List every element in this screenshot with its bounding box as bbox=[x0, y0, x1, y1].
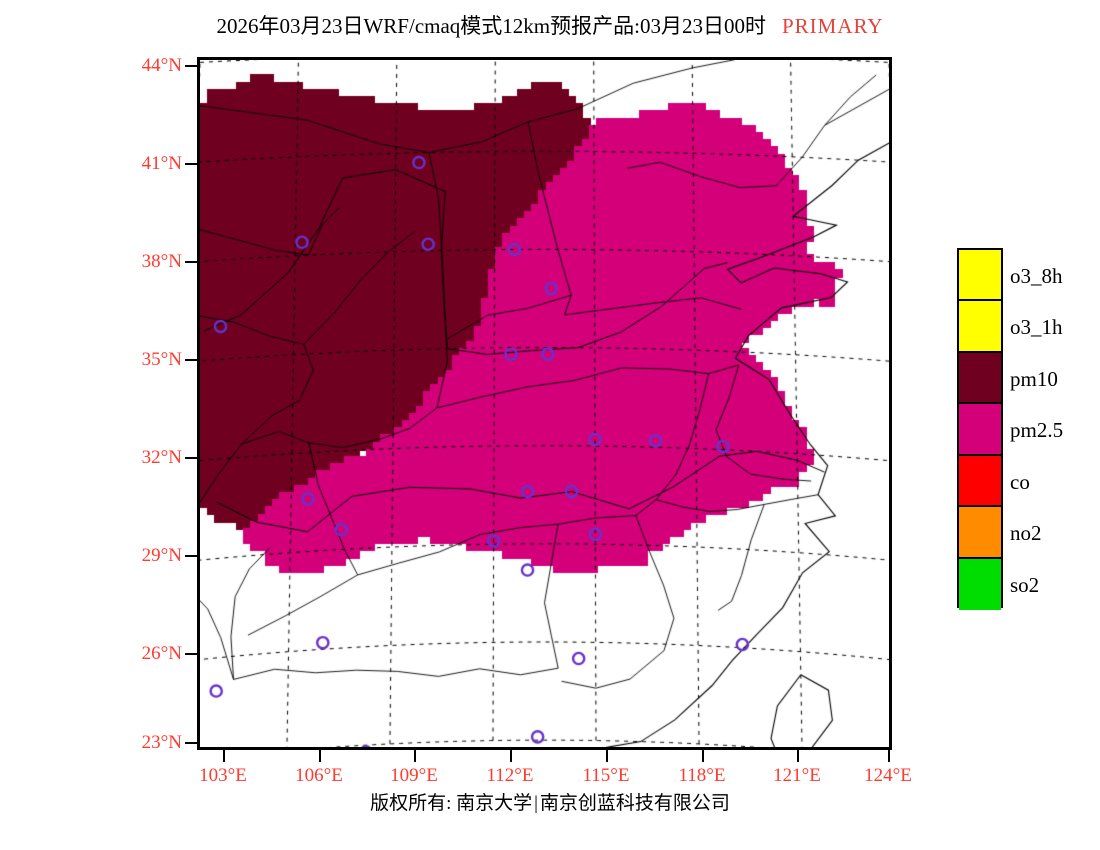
footer-right-text: 南京创蓝科技有限公司 bbox=[539, 793, 730, 814]
y-axis-label-38n: 38°N bbox=[141, 251, 182, 272]
x-axis-label-121e: 121°E bbox=[773, 765, 821, 786]
y-tick-mark bbox=[185, 163, 197, 165]
y-axis-label-35n: 35°N bbox=[141, 349, 182, 370]
y-axis-label-29n: 29°N bbox=[141, 545, 182, 566]
x-tick-mark bbox=[888, 750, 890, 762]
y-tick-mark bbox=[185, 742, 197, 744]
y-tick-mark bbox=[185, 457, 197, 459]
title-primary-tag: PRIMARY bbox=[781, 14, 884, 38]
legend-label-co: co bbox=[1010, 470, 1030, 494]
footer-left-text: 版权所有: 南京大学 bbox=[370, 793, 533, 814]
y-axis-label-32n: 32°N bbox=[141, 447, 182, 468]
x-axis-label-109e: 109°E bbox=[390, 765, 438, 786]
legend-swatch-o3-8h[interactable] bbox=[959, 250, 1001, 302]
legend-swatch-co[interactable] bbox=[959, 455, 1001, 508]
y-tick-mark bbox=[185, 65, 197, 67]
page-title: 2026年03月23日WRF/cmaq模式12km预报产品:03月23日00时 P… bbox=[0, 10, 1100, 40]
legend-label-o3-8h: o3_8h bbox=[1010, 264, 1063, 288]
y-tick-mark bbox=[185, 653, 197, 655]
x-axis-label-115e: 115°E bbox=[582, 765, 630, 786]
map-plot-area[interactable] bbox=[197, 57, 892, 750]
legend-swatch-pm10[interactable] bbox=[959, 352, 1001, 405]
x-tick-mark bbox=[223, 750, 225, 762]
legend-color-bar[interactable] bbox=[957, 248, 1003, 610]
y-tick-mark bbox=[185, 359, 197, 361]
x-tick-mark bbox=[414, 750, 416, 762]
legend-label-pm25: pm2.5 bbox=[1010, 418, 1064, 442]
legend-label-o3-1h: o3_1h bbox=[1010, 315, 1063, 339]
legend-label-no2: no2 bbox=[1010, 521, 1042, 545]
legend-swatch-so2[interactable] bbox=[959, 558, 1001, 610]
x-axis-label-103e: 103°E bbox=[199, 765, 247, 786]
x-tick-mark bbox=[510, 750, 512, 762]
legend-swatch-o3-1h[interactable] bbox=[959, 301, 1001, 353]
x-tick-mark bbox=[702, 750, 704, 762]
map-raster-canvas[interactable] bbox=[200, 60, 889, 747]
legend-swatch-pm25[interactable] bbox=[959, 404, 1001, 456]
y-axis-label-26n: 26°N bbox=[141, 643, 182, 664]
x-tick-mark bbox=[319, 750, 321, 762]
y-tick-mark bbox=[185, 261, 197, 263]
legend-swatch-no2[interactable] bbox=[959, 507, 1001, 559]
x-axis-label-112e: 112°E bbox=[486, 765, 534, 786]
x-axis-label-118e: 118°E bbox=[678, 765, 726, 786]
y-tick-mark bbox=[185, 555, 197, 557]
x-axis-label-106e: 106°E bbox=[295, 765, 343, 786]
y-axis-label-41n: 41°N bbox=[141, 153, 182, 174]
y-axis-label-23n: 23°N bbox=[141, 732, 182, 753]
copyright-footer: 版权所有: 南京大学 | 南京创蓝科技有限公司 bbox=[0, 788, 1100, 815]
legend-label-so2: so2 bbox=[1010, 573, 1040, 597]
legend-label-pm10: pm10 bbox=[1010, 367, 1058, 391]
x-axis-label-124e: 124°E bbox=[864, 765, 912, 786]
x-tick-mark bbox=[606, 750, 608, 762]
y-axis-label-44n: 44°N bbox=[141, 55, 182, 76]
title-main-text: 2026年03月23日WRF/cmaq模式12km预报产品:03月23日00时 bbox=[216, 14, 766, 38]
x-tick-mark bbox=[797, 750, 799, 762]
footer-separator: | bbox=[534, 793, 538, 814]
